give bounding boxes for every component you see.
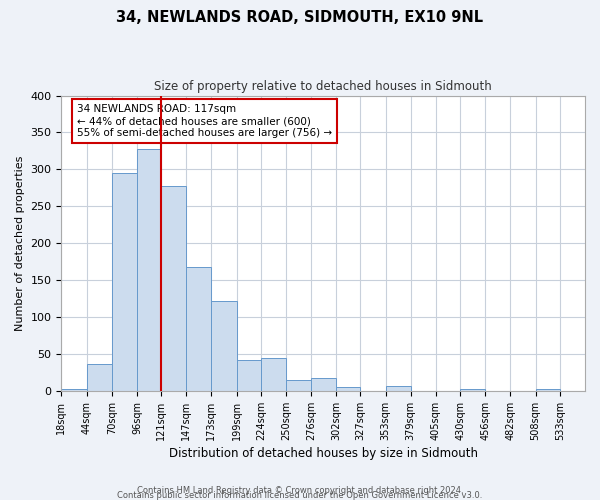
Bar: [336, 388, 361, 391]
Bar: [536, 390, 560, 391]
Y-axis label: Number of detached properties: Number of detached properties: [15, 156, 25, 331]
Bar: [137, 148, 161, 391]
Bar: [86, 364, 112, 391]
Bar: [286, 380, 311, 391]
Bar: [161, 186, 186, 391]
X-axis label: Distribution of detached houses by size in Sidmouth: Distribution of detached houses by size …: [169, 447, 478, 460]
Text: 34, NEWLANDS ROAD, SIDMOUTH, EX10 9NL: 34, NEWLANDS ROAD, SIDMOUTH, EX10 9NL: [116, 10, 484, 25]
Text: Contains HM Land Registry data © Crown copyright and database right 2024.: Contains HM Land Registry data © Crown c…: [137, 486, 463, 495]
Bar: [236, 360, 261, 391]
Bar: [211, 301, 236, 391]
Bar: [186, 267, 211, 391]
Bar: [386, 386, 411, 391]
Bar: [460, 390, 485, 391]
Bar: [311, 378, 336, 391]
Bar: [112, 173, 137, 391]
Bar: [61, 388, 86, 391]
Text: 34 NEWLANDS ROAD: 117sqm
← 44% of detached houses are smaller (600)
55% of semi-: 34 NEWLANDS ROAD: 117sqm ← 44% of detach…: [77, 104, 332, 138]
Bar: [261, 358, 286, 391]
Text: Contains public sector information licensed under the Open Government Licence v3: Contains public sector information licen…: [118, 491, 482, 500]
Title: Size of property relative to detached houses in Sidmouth: Size of property relative to detached ho…: [154, 80, 492, 93]
